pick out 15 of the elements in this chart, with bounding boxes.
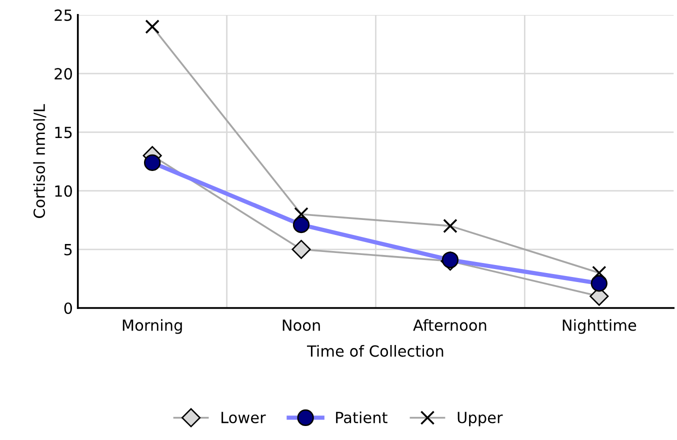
- legend-label: Upper: [458, 412, 503, 426]
- x-tick-label: Morning: [122, 319, 182, 334]
- x-tick-label: Noon: [282, 320, 320, 331]
- y-tick-label: 15: [55, 126, 72, 138]
- legend-label: Lower: [222, 412, 266, 424]
- x-tick-label: Afternoon: [413, 319, 486, 331]
- y-axis-title: Cortisol nmol/L: [33, 104, 46, 218]
- y-tick-label: 10: [55, 185, 72, 197]
- x-axis-title: Time of Collection: [306, 345, 444, 357]
- y-tick-label: 20: [54, 68, 72, 80]
- y-tick-label: 25: [54, 9, 72, 21]
- x-tick-label: Nighttime: [562, 319, 636, 334]
- legend-label: Patient: [336, 411, 388, 424]
- y-tick-label: 0: [64, 302, 72, 314]
- y-tick-label: 5: [64, 244, 72, 256]
